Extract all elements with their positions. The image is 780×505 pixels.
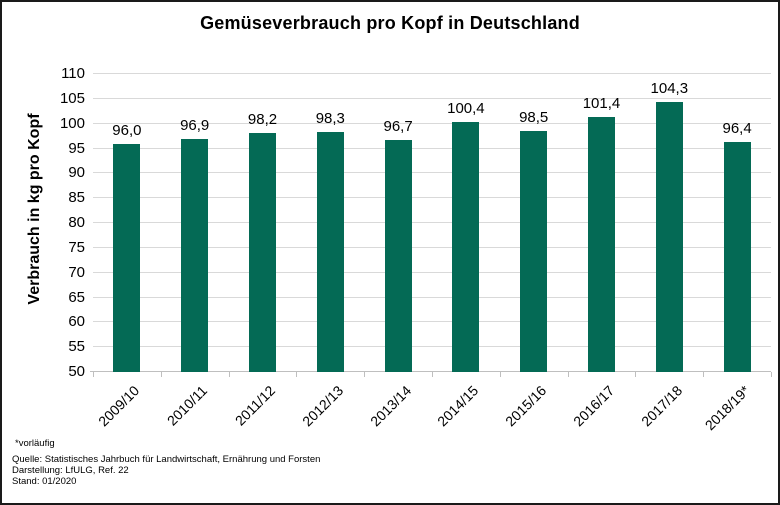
bar-value-label: 101,4 xyxy=(582,94,621,112)
bar-value-label: 98,3 xyxy=(315,110,345,128)
x-tick xyxy=(500,372,501,377)
bar xyxy=(113,143,141,372)
x-tick-label: 2017/18 xyxy=(637,382,685,430)
y-tick-label: 75 xyxy=(68,238,85,256)
y-tick-label: 55 xyxy=(68,338,85,356)
bar-value-label: 104,3 xyxy=(650,80,689,98)
y-tick-label: 90 xyxy=(68,164,85,182)
plot-area: 50 55 60 65 70 75 80 85 90 95 100 105 110 96,0 2009/10… xyxy=(60,66,772,433)
x-tick xyxy=(703,372,704,377)
x-axis-line xyxy=(90,371,771,372)
bar xyxy=(384,140,412,372)
gridline xyxy=(93,197,771,199)
x-tick-label: 2010/11 xyxy=(163,382,211,429)
x-tick-label: 2012/13 xyxy=(298,382,346,430)
x-tick xyxy=(635,372,636,377)
chart-title: Gemüseverbrauch pro Kopf in Deutschland xyxy=(200,13,580,33)
bar xyxy=(588,116,615,372)
bar-value-label: 100,4 xyxy=(447,99,485,117)
gridline xyxy=(93,172,771,174)
gridline xyxy=(93,296,771,298)
gridline xyxy=(93,147,771,149)
y-tick-label: 105 xyxy=(59,89,85,107)
bar xyxy=(181,139,209,372)
x-tick xyxy=(432,372,433,377)
x-tick xyxy=(93,372,94,377)
gridline xyxy=(93,97,771,99)
y-tick-label: 110 xyxy=(61,65,85,82)
y-tick-label: 85 xyxy=(68,189,85,207)
x-tick xyxy=(771,372,772,377)
y-tick-label: 80 xyxy=(68,214,85,231)
source-line: Quelle: Statistisches Jahrbuch für Landw… xyxy=(12,454,321,465)
x-tick-label: 2018/19* xyxy=(701,382,753,434)
footnote: *vorläufig xyxy=(15,438,55,449)
x-tick xyxy=(296,372,297,377)
gridline xyxy=(93,271,771,273)
bar xyxy=(249,132,276,372)
x-tick-label: 2009/10 xyxy=(95,382,143,430)
y-tick-label: 100 xyxy=(59,114,85,132)
y-tick-label: 95 xyxy=(68,139,85,157)
bar-value-label: 98,5 xyxy=(519,109,549,127)
gridline xyxy=(93,321,771,323)
bar-value-label: 96,7 xyxy=(383,118,413,136)
y-tick-label: 65 xyxy=(68,288,85,306)
y-tick-label: 70 xyxy=(68,263,85,281)
x-tick-label: 2015/16 xyxy=(502,382,550,430)
y-tick-label: 50 xyxy=(68,363,85,380)
x-tick xyxy=(364,372,365,377)
x-tick-label: 2011/12 xyxy=(231,382,279,429)
source-block: Quelle: Statistisches Jahrbuch für Landw… xyxy=(12,454,320,487)
bar xyxy=(520,131,548,372)
gridline xyxy=(93,346,771,348)
gridline xyxy=(93,222,771,223)
source-line: Stand: 01/2020 xyxy=(12,476,77,487)
bar xyxy=(452,121,480,372)
gridline xyxy=(93,122,771,124)
bar xyxy=(655,102,683,372)
bar-value-label: 96,0 xyxy=(112,121,142,139)
x-tick-label: 2013/14 xyxy=(366,382,414,430)
y-tick-label: 60 xyxy=(68,313,85,331)
x-tick-label: 2014/15 xyxy=(434,382,482,430)
bar-value-label: 98,2 xyxy=(247,110,278,128)
bar-value-label: 96,9 xyxy=(180,117,210,135)
bar xyxy=(316,132,344,372)
x-tick-label: 2016/17 xyxy=(570,382,618,430)
gridline xyxy=(93,73,771,74)
x-tick xyxy=(568,372,569,377)
x-tick xyxy=(229,372,230,377)
bar xyxy=(723,141,751,372)
x-tick xyxy=(161,372,162,377)
bar-value-label: 96,4 xyxy=(722,119,752,137)
gridline xyxy=(93,246,771,248)
source-line: Darstellung: LfULG, Ref. 22 xyxy=(12,465,129,476)
